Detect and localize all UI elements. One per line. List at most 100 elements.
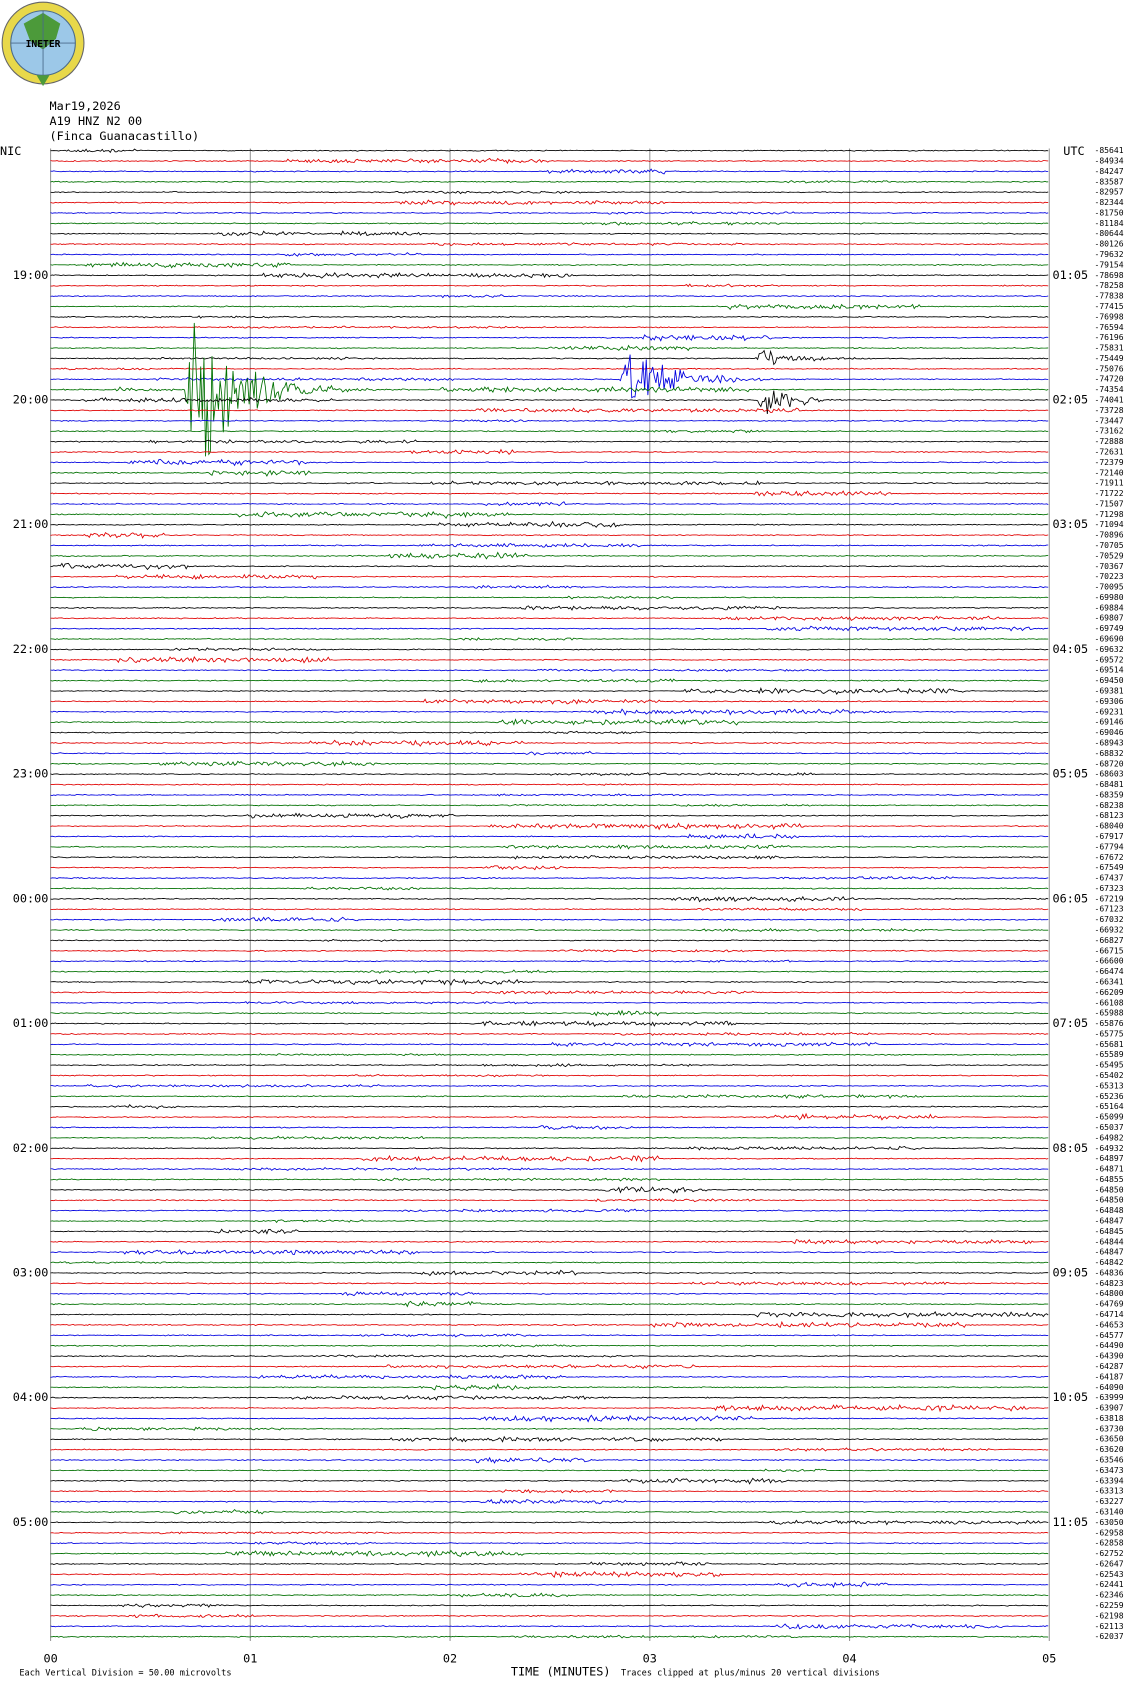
- waveform: [50, 1074, 1049, 1078]
- waveform: [50, 551, 1049, 560]
- trace-offset: -63818: [1094, 1414, 1123, 1423]
- utc-hour: 06:05: [1053, 891, 1089, 905]
- trace: [50, 927, 1049, 933]
- trace: [50, 303, 1049, 311]
- waveform: [50, 344, 1049, 352]
- trace: [50, 261, 1049, 269]
- trace: [50, 1093, 1049, 1100]
- trace: [50, 439, 1049, 444]
- trace-offset: -76998: [1094, 312, 1123, 321]
- trace-offset: -65988: [1094, 1009, 1123, 1018]
- trace-offset: -76196: [1094, 333, 1123, 342]
- trace-offset: -63313: [1094, 1487, 1123, 1496]
- waveform: [50, 1634, 1049, 1639]
- waveform: [50, 542, 1049, 548]
- trace: [50, 1000, 1049, 1005]
- trace-offset: -75831: [1094, 344, 1123, 353]
- waveform: [50, 294, 1049, 299]
- trace: [50, 419, 1049, 423]
- trace-offset: -85641: [1094, 146, 1123, 155]
- waveform: [50, 419, 1049, 423]
- local-hour: 19:00: [13, 268, 49, 282]
- trace: [50, 562, 1049, 571]
- trace: [50, 1053, 1049, 1057]
- waveform: [50, 1489, 1049, 1494]
- trace: [50, 1177, 1049, 1182]
- waveform: [50, 458, 1049, 467]
- trace-offset: -64848: [1094, 1206, 1123, 1215]
- trace-offset: -72631: [1094, 447, 1123, 456]
- trace: [50, 1269, 1049, 1277]
- utc-hour: 07:05: [1053, 1016, 1089, 1030]
- trace: [50, 1541, 1049, 1546]
- waveform: [50, 211, 1049, 215]
- trace-offset: -66209: [1094, 988, 1123, 997]
- trace-offset: -64855: [1094, 1175, 1123, 1184]
- waveform: [50, 315, 1049, 319]
- waveform: [50, 531, 1049, 539]
- trace-offset: -63394: [1094, 1476, 1123, 1485]
- trace-offset: -68603: [1094, 770, 1123, 779]
- trace-offset: -78698: [1094, 271, 1123, 280]
- waveform: [50, 637, 1049, 641]
- waveform: [50, 1447, 1049, 1452]
- waveform: [50, 678, 1049, 684]
- waveform: [50, 1498, 1049, 1505]
- trace: [50, 1456, 1049, 1464]
- waveform: [50, 322, 1049, 457]
- logo: INETER: [1, 1, 85, 87]
- waveform: [50, 429, 1049, 434]
- trace-offset: -62198: [1094, 1611, 1123, 1620]
- trace: [50, 1031, 1049, 1036]
- trace-offset: -65164: [1094, 1102, 1123, 1111]
- trace: [50, 1613, 1049, 1619]
- trace-offset: -64932: [1094, 1144, 1123, 1153]
- trace: [50, 315, 1049, 319]
- waveform: [50, 1333, 1049, 1338]
- local-hour: 23:00: [13, 767, 49, 781]
- trace: [50, 730, 1049, 735]
- waveform: [50, 1456, 1049, 1464]
- trace: [50, 367, 1049, 371]
- trace-offset: -64823: [1094, 1279, 1123, 1288]
- trace-offset: -79154: [1094, 260, 1123, 269]
- waveform: [50, 1364, 1049, 1370]
- trace: [50, 833, 1049, 840]
- trace: [50, 708, 1049, 716]
- waveform: [50, 907, 1049, 912]
- trace-offset: -68238: [1094, 801, 1123, 810]
- trace-offset: -64769: [1094, 1300, 1123, 1309]
- trace-offset: -77838: [1094, 292, 1123, 301]
- waveform: [50, 718, 1049, 726]
- trace-offset: -64836: [1094, 1268, 1123, 1277]
- local-hour: 02:00: [13, 1141, 49, 1155]
- waveform: [50, 687, 1049, 695]
- trace: [50, 334, 1049, 342]
- waveform: [50, 1623, 1049, 1630]
- waveform: [50, 325, 1049, 329]
- trace: [50, 520, 1049, 529]
- waveform: [50, 168, 1049, 175]
- trace: [50, 1228, 1049, 1235]
- trace: [50, 865, 1049, 871]
- trace-offset: -63907: [1094, 1404, 1123, 1413]
- waveform: [50, 1300, 1049, 1308]
- trace-offset: -64847: [1094, 1217, 1123, 1226]
- trace-offset: -72379: [1094, 458, 1123, 467]
- waveform: [50, 1219, 1049, 1224]
- trace-offset: -64850: [1094, 1185, 1123, 1194]
- trace: [50, 1403, 1049, 1413]
- right-zone: UTC: [1063, 144, 1084, 158]
- trace: [50, 1041, 1049, 1048]
- trace-offset: -71094: [1094, 520, 1123, 529]
- trace: [50, 1186, 1049, 1194]
- trace-offset: -68720: [1094, 759, 1123, 768]
- trace-offset: -66108: [1094, 998, 1123, 1007]
- trace-offset: -64090: [1094, 1383, 1123, 1392]
- trace-offset: -79632: [1094, 250, 1123, 259]
- trace-offset: -63999: [1094, 1393, 1123, 1402]
- trace: [50, 1447, 1049, 1452]
- trace-offset: -72140: [1094, 468, 1123, 477]
- trace-offset: -62958: [1094, 1528, 1123, 1537]
- local-hour: 01:00: [13, 1016, 49, 1030]
